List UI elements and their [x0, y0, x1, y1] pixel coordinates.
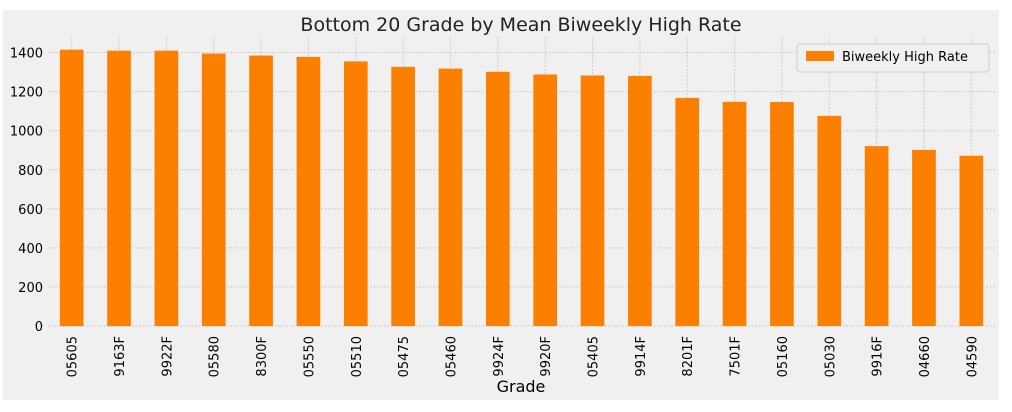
y-tick-label: 200	[18, 281, 43, 296]
bar-9916F	[864, 146, 889, 326]
x-tick-label: 04660	[918, 336, 933, 377]
y-tick-label: 1400	[10, 47, 43, 62]
bar-05030	[817, 115, 842, 326]
x-tick-label: 9920F	[539, 336, 554, 377]
x-tick-label: 05605	[66, 336, 81, 377]
y-tick-label: 800	[18, 164, 43, 179]
x-tick-label: 05580	[208, 336, 223, 377]
x-tick-label: 05405	[587, 336, 602, 377]
y-tick-label: 1000	[10, 125, 43, 140]
bar-05405	[580, 75, 605, 326]
x-tick-label: 7501F	[729, 336, 744, 377]
x-tick-label: 9914F	[634, 336, 649, 377]
bar-8300F	[249, 55, 273, 327]
bar-8201F	[675, 97, 700, 327]
bar-05605	[59, 49, 84, 326]
x-tick-label: 05030	[823, 336, 838, 377]
y-tick-label: 600	[18, 203, 43, 218]
legend-box	[796, 43, 990, 73]
y-tick-label: 1200	[10, 86, 43, 101]
bar-05510	[343, 61, 368, 326]
bar-9920F	[533, 74, 558, 327]
y-tick-label: 0	[35, 320, 43, 335]
x-tick-label: 8300F	[255, 336, 270, 377]
x-tick-label: 05460	[444, 336, 459, 377]
bar-05460	[438, 68, 463, 326]
x-tick-label: 05475	[397, 336, 412, 377]
x-tick-label: 05550	[302, 336, 317, 377]
x-tick-label: 8201F	[681, 336, 696, 377]
x-tick-label: 9922F	[160, 336, 175, 377]
x-tick-label: 04590	[965, 336, 980, 377]
y-tick-label: 400	[18, 242, 43, 257]
y-axis-ticks: 0 200 400 600 800 1000 1200 1400	[10, 47, 43, 335]
legend-label: Biweekly High Rate	[842, 50, 968, 65]
legend-swatch	[806, 51, 834, 61]
bar-05550	[296, 56, 321, 326]
legend: Biweekly High Rate	[796, 43, 990, 73]
bar-05475	[391, 66, 415, 327]
bar-04590	[959, 155, 984, 326]
x-axis-title: Grade	[497, 377, 546, 396]
x-tick-label: 05160	[776, 336, 791, 377]
x-tick-label: 9916F	[871, 336, 886, 377]
bar-9914F	[628, 75, 652, 326]
bar-9924F	[485, 71, 510, 326]
bars	[59, 49, 984, 327]
bar-7501F	[722, 101, 747, 326]
bar-9163F	[107, 50, 131, 327]
bar-05160	[770, 102, 794, 327]
bar-9922F	[154, 50, 179, 327]
bar-05580	[201, 53, 226, 327]
x-axis-ticks: 05605 9163F 9922F 05580 8300F 05550 05510 05475…	[66, 336, 981, 377]
x-tick-label: 05510	[350, 336, 365, 377]
x-tick-label: 9163F	[113, 336, 128, 377]
bar-04660	[912, 149, 936, 326]
chart-title: Bottom 20 Grade by Mean Biweekly High Ra…	[300, 14, 741, 36]
x-tick-label: 9924F	[492, 336, 507, 377]
